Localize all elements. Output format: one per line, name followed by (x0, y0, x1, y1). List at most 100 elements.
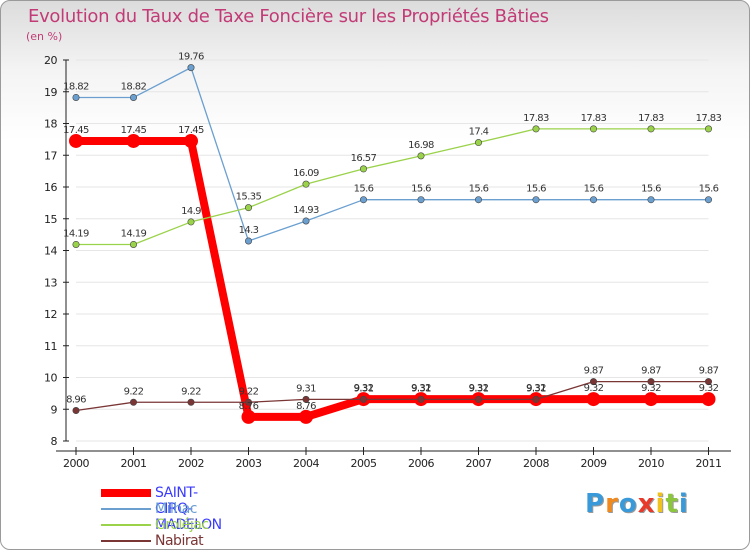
data-point-saint-cirq-madelon (701, 392, 716, 407)
data-label-saint-cirq-madelon: 8.76 (296, 401, 316, 412)
y-tick-label: 9 (51, 403, 58, 416)
data-label-milhac: 15.6 (354, 184, 374, 195)
data-point-nabirat (302, 395, 310, 403)
data-label-grolejac: 17.83 (638, 113, 664, 124)
y-tick-label: 20 (44, 54, 57, 67)
y-tick-label: 16 (44, 181, 57, 194)
data-point-grolejac (589, 125, 597, 133)
data-label-grolejac: 16.57 (351, 153, 377, 164)
data-point-milhac (130, 93, 138, 101)
data-point-nabirat (359, 395, 367, 403)
data-label-nabirat: 9.31 (296, 383, 316, 394)
data-point-grolejac (72, 240, 80, 248)
x-tick-label: 2010 (638, 457, 664, 470)
data-label-grolejac: 14.9 (181, 206, 201, 217)
data-label-nabirat: 9.31 (469, 383, 489, 394)
x-tick-label: 2004 (293, 457, 319, 470)
data-label-nabirat: 9.31 (354, 383, 374, 394)
y-tick-label: 14 (44, 245, 57, 258)
data-label-milhac: 15.6 (411, 184, 431, 195)
logo-letter: o (618, 489, 638, 519)
data-label-nabirat: 9.87 (641, 366, 661, 377)
data-point-nabirat (417, 395, 425, 403)
data-label-saint-cirq-madelon: 9.32 (469, 383, 489, 394)
series-line-grolejac (75, 128, 710, 246)
data-label-grolejac: 14.19 (121, 228, 147, 239)
series-line-nabirat (75, 380, 710, 412)
data-point-nabirat (704, 378, 712, 386)
data-point-saint-cirq-madelon (586, 392, 601, 407)
data-label-nabirat: 9.22 (239, 386, 259, 397)
data-label-milhac: 14.3 (239, 225, 259, 236)
data-point-milhac (245, 237, 253, 245)
data-point-grolejac (532, 125, 540, 133)
data-label-grolejac: 17.83 (696, 113, 722, 124)
x-tick-label: 2003 (236, 457, 262, 470)
x-tick-label: 2005 (351, 457, 377, 470)
data-label-nabirat: 9.22 (181, 386, 201, 397)
data-point-grolejac (359, 165, 367, 173)
y-tick-label: 15 (44, 213, 57, 226)
logo-letter: P (585, 489, 606, 519)
y-tick-label: 8 (51, 435, 58, 448)
data-label-grolejac: 15.35 (236, 192, 262, 203)
data-point-milhac (359, 196, 367, 204)
x-tick-label: 2001 (121, 457, 147, 470)
legend-label: Groléjac (155, 517, 209, 533)
data-label-milhac: 15.6 (641, 184, 661, 195)
x-tick-label: 2000 (63, 457, 89, 470)
legend-label: SAINT-CIRQ-MADELON (155, 485, 222, 533)
data-point-grolejac (474, 139, 482, 147)
data-point-nabirat (474, 395, 482, 403)
y-tick-label: 19 (44, 86, 57, 99)
data-point-grolejac (245, 204, 253, 212)
data-label-grolejac: 17.4 (469, 127, 489, 138)
data-label-saint-cirq-madelon: 9.32 (526, 383, 546, 394)
data-label-milhac: 19.76 (178, 52, 204, 63)
data-point-nabirat (532, 395, 540, 403)
data-label-grolejac: 17.83 (581, 113, 607, 124)
y-tick-label: 13 (44, 276, 57, 289)
data-label-milhac: 14.93 (293, 205, 319, 216)
data-label-grolejac: 16.98 (408, 140, 434, 151)
data-label-saint-cirq-madelon: 9.32 (641, 383, 661, 394)
y-tick-label: 10 (44, 372, 57, 385)
x-tick-label: 2009 (581, 457, 607, 470)
data-point-milhac (417, 196, 425, 204)
data-point-milhac (474, 196, 482, 204)
data-point-nabirat (647, 378, 655, 386)
y-tick-label: 12 (44, 308, 57, 321)
x-tick-label: 2007 (466, 457, 492, 470)
y-tick-label: 17 (44, 149, 57, 162)
logo-letter: t (665, 489, 679, 519)
data-label-milhac: 15.6 (584, 184, 604, 195)
data-point-milhac (302, 217, 310, 225)
chart-title: Evolution du Taux de Taxe Foncière sur l… (28, 6, 549, 27)
data-label-saint-cirq-madelon: 9.32 (411, 383, 431, 394)
logo-letter: i (678, 489, 689, 519)
data-label-saint-cirq-madelon: 9.32 (354, 383, 374, 394)
data-label-milhac: 18.82 (121, 81, 147, 92)
y-tick-label: 11 (44, 340, 57, 353)
data-point-nabirat (187, 398, 195, 406)
data-label-saint-cirq-madelon: 9.32 (699, 383, 719, 394)
data-point-milhac (704, 196, 712, 204)
data-point-grolejac (187, 218, 195, 226)
x-tick-label: 2008 (523, 457, 549, 470)
data-label-nabirat: 9.22 (124, 386, 144, 397)
data-point-saint-cirq-madelon (126, 133, 141, 148)
data-point-milhac (187, 64, 195, 72)
data-point-milhac (532, 196, 540, 204)
data-point-milhac (647, 196, 655, 204)
data-label-milhac: 15.6 (469, 184, 489, 195)
data-point-nabirat (130, 398, 138, 406)
series-line-milhac (75, 66, 710, 242)
data-label-nabirat: 9.87 (584, 366, 604, 377)
data-point-milhac (72, 93, 80, 101)
data-point-saint-cirq-madelon (69, 133, 83, 148)
data-point-milhac (589, 196, 597, 204)
y-tick-label: 18 (44, 118, 57, 131)
legend-swatch (101, 524, 151, 526)
chart-subtitle: (en %) (26, 30, 63, 43)
